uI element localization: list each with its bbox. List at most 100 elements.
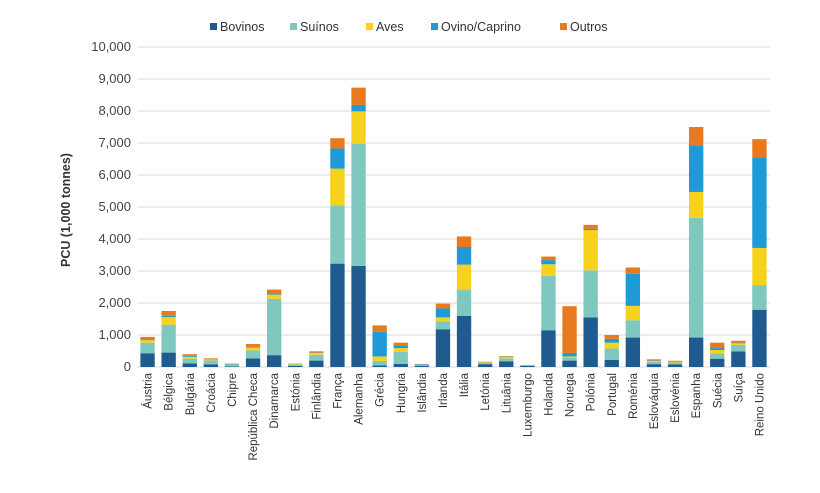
bar-segment — [182, 356, 197, 359]
bar-segment — [372, 356, 387, 361]
y-axis-label: PCU (1,000 tonnes) — [59, 153, 73, 267]
bar-segment — [203, 360, 219, 365]
bar-segment — [625, 305, 641, 321]
bar-segment — [140, 353, 155, 367]
bar-segment — [161, 324, 176, 353]
bar-segment — [625, 267, 641, 274]
bar-segment — [203, 358, 219, 359]
bar-segment — [562, 357, 577, 361]
bar-segment — [372, 360, 387, 366]
bar-segment — [520, 365, 535, 367]
bar-segment — [161, 317, 176, 325]
bar-segment — [203, 359, 219, 361]
bar-segment — [541, 275, 556, 331]
y-tick-label: 3,000 — [98, 263, 131, 278]
bar-segment — [731, 340, 746, 343]
bar-segment — [140, 336, 155, 340]
bar-segment — [667, 360, 683, 362]
bar-segment — [414, 365, 430, 366]
x-category-label: França — [332, 372, 344, 408]
bar-segment — [351, 111, 366, 144]
bar-segment — [541, 330, 556, 367]
bar-segment — [604, 338, 619, 343]
bar-segment — [140, 339, 155, 341]
bar-segment — [393, 363, 408, 367]
bar-segment — [266, 294, 282, 295]
x-category-label: República Checa — [248, 372, 260, 460]
bar-segment — [309, 360, 324, 367]
bar-segment — [182, 363, 197, 367]
bar-segment — [625, 337, 641, 367]
bar-segment — [646, 359, 662, 361]
bar-segment — [372, 365, 387, 367]
x-category-label: Espanha — [691, 372, 703, 418]
bar-segment — [604, 335, 619, 339]
bar-segment — [752, 139, 767, 158]
bar-segment — [182, 354, 197, 356]
x-category-label: Polónia — [586, 372, 598, 411]
bar-segment — [435, 321, 451, 330]
bar-segment — [161, 352, 176, 367]
x-category-label: Eslováquia — [649, 372, 661, 429]
bar-segment — [541, 256, 556, 261]
bar-segment — [731, 351, 746, 367]
bar-segment — [583, 230, 598, 271]
x-category-label: Suécia — [712, 372, 724, 408]
bar-segment — [288, 365, 303, 367]
x-category-label: Estónia — [290, 372, 302, 411]
legend-swatch — [560, 23, 567, 30]
bar-segment — [393, 348, 408, 352]
bar-segment — [414, 365, 430, 367]
x-category-label: Reino Unido — [754, 373, 766, 436]
x-category-label: Itália — [459, 372, 471, 397]
bar-segment — [393, 351, 408, 364]
bar-segment — [330, 168, 345, 206]
bar-segment — [224, 363, 240, 365]
bars — [140, 87, 767, 367]
bar-segment — [245, 350, 261, 359]
x-category-label: Grécia — [375, 372, 387, 406]
bar-segment — [625, 273, 641, 306]
bar-segment — [477, 364, 493, 367]
bar-segment — [245, 346, 261, 348]
bar-segment — [541, 260, 556, 265]
y-tick-label: 0 — [124, 359, 131, 374]
bar-segment — [731, 344, 746, 352]
x-category-label: Suíça — [733, 372, 745, 402]
x-category-label: Alemanha — [354, 372, 366, 424]
bar-segment — [435, 303, 451, 309]
bar-segment — [372, 331, 387, 357]
bar-segment — [161, 311, 176, 316]
bar-segment — [266, 294, 282, 299]
x-category-label: Dinamarca — [269, 372, 281, 428]
bar-segment — [266, 289, 282, 295]
x-category-label: Letónia — [480, 372, 492, 410]
x-category-label: Irlanda — [438, 372, 450, 408]
legend: Bovinos Suínos Aves Ovino/Caprino Outros — [210, 20, 608, 34]
bar-segment — [309, 354, 324, 361]
bar-segment — [499, 358, 514, 362]
bar-segment — [604, 342, 619, 349]
bar-segment — [710, 353, 725, 359]
bar-segment — [161, 315, 176, 318]
x-category-label: Roménia — [628, 372, 640, 419]
legend-label: Suínos — [300, 20, 339, 34]
bar-segment — [604, 359, 619, 367]
bar-segment — [752, 247, 767, 286]
bar-segment — [583, 224, 598, 229]
bar-segment — [710, 350, 725, 354]
bar-segment — [393, 342, 408, 346]
bar-segment — [245, 343, 261, 347]
legend-swatch — [290, 23, 297, 30]
bar-segment — [583, 270, 598, 318]
bar-segment — [646, 360, 662, 362]
bar-segment — [583, 317, 598, 367]
bar-segment — [667, 361, 683, 363]
x-category-label: Holanda — [543, 372, 555, 415]
bar-segment — [351, 87, 366, 105]
y-tick-label: 1,000 — [98, 327, 131, 342]
legend-swatch — [366, 23, 373, 30]
y-tick-label: 10,000 — [91, 39, 131, 54]
bar-segment — [266, 355, 282, 367]
bar-segment — [435, 308, 451, 318]
